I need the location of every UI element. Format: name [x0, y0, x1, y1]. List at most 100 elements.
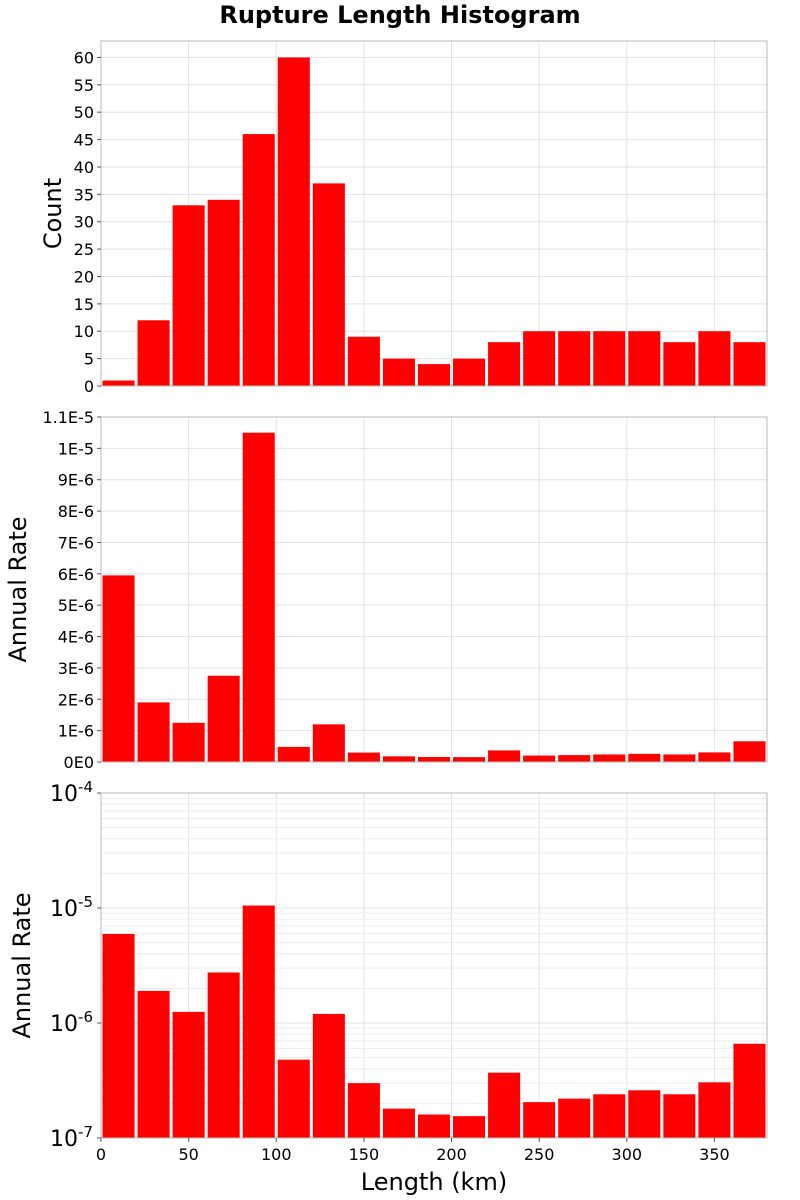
x-tick-label: 0	[96, 1145, 106, 1164]
y-tick-label: 10-4	[50, 778, 93, 807]
bar	[137, 320, 170, 386]
bar	[207, 972, 240, 1138]
bar	[137, 702, 170, 762]
y-tick-label: 10	[74, 322, 94, 341]
y-tick-label: 55	[74, 76, 94, 95]
y-tick-label: 35	[74, 185, 94, 204]
y-tick-label: 1E-6	[58, 722, 94, 741]
y-tick-label: 60	[74, 48, 94, 67]
chart-title: Rupture Length Histogram	[219, 1, 580, 29]
bar	[733, 741, 766, 762]
y-tick-label: 20	[74, 267, 94, 286]
y-axis-label: Count	[39, 178, 67, 249]
bar	[628, 331, 661, 386]
bar	[453, 358, 486, 386]
bar	[523, 755, 556, 762]
bar	[102, 933, 135, 1138]
bar	[347, 1083, 380, 1138]
y-tick-label: 5E-6	[58, 596, 94, 615]
bar	[382, 358, 415, 386]
y-tick-label: 5	[84, 350, 94, 369]
y-tick-label: 0	[84, 377, 94, 396]
bar	[207, 675, 240, 762]
bar	[663, 1094, 696, 1138]
bar	[593, 1094, 626, 1138]
y-tick-label: 50	[74, 103, 94, 122]
bar	[312, 1013, 345, 1138]
bar	[312, 183, 345, 386]
bar	[698, 1082, 731, 1138]
y-tick-label: 45	[74, 131, 94, 150]
bar	[453, 1116, 486, 1138]
y-tick-label: 30	[74, 213, 94, 232]
y-tick-label: 1.1E-5	[42, 408, 94, 427]
bar	[347, 336, 380, 386]
bar	[172, 1011, 205, 1138]
y-tick-label: 1E-5	[58, 439, 94, 458]
x-tick-label: 300	[612, 1145, 643, 1164]
y-tick-label: 7E-6	[58, 533, 94, 552]
plot-frame	[100, 40, 768, 387]
y-tick-label: 9E-6	[58, 471, 94, 490]
panel-1: 0 5 10 15 20 25 30 35 40 45 50 55 60 Count	[39, 40, 768, 396]
bar	[733, 342, 766, 386]
y-tick-label: 25	[74, 240, 94, 259]
bar	[172, 722, 205, 762]
y-tick-label: 40	[74, 158, 94, 177]
bar	[628, 1090, 661, 1138]
y-tick-label: 3E-6	[58, 659, 94, 678]
bar	[242, 432, 275, 762]
y-tick-label: 8E-6	[58, 502, 94, 521]
x-tick-label: 350	[699, 1145, 730, 1164]
bar	[558, 755, 591, 762]
x-axis-label: Length (km)	[361, 1168, 507, 1196]
y-tick-label: 10-6	[50, 1008, 93, 1037]
bar	[417, 364, 451, 386]
y-tick-label: 10-7	[50, 1123, 93, 1152]
y-axis-label: Annual Rate	[8, 892, 36, 1038]
panel-3: 10-4 10-5 10-6 10-7 Annual Rate 0 50 100 150 200 2…	[8, 778, 768, 1164]
bar	[242, 134, 275, 386]
bar	[453, 757, 486, 762]
y-tick-label: 15	[74, 295, 94, 314]
y-tick-label: 2E-6	[58, 690, 94, 709]
bar	[523, 1102, 556, 1138]
bar	[558, 331, 591, 386]
x-tick-label: 250	[524, 1145, 555, 1164]
bar	[382, 756, 415, 762]
panel-2: 0E0 1E-6 2E-6 3E-6 4E-6 5E-6 6E-6 7E-6 8E-6 9E-6 1…	[4, 408, 768, 772]
bar	[663, 754, 696, 762]
bar	[277, 57, 310, 387]
bar	[417, 756, 451, 762]
bar	[277, 1059, 310, 1138]
bar	[102, 380, 135, 386]
x-tick-label: 100	[261, 1145, 292, 1164]
bar	[593, 754, 626, 762]
bar	[488, 342, 521, 386]
bar	[347, 752, 380, 762]
bar	[242, 905, 275, 1138]
bar	[382, 1108, 415, 1138]
bar	[277, 746, 310, 762]
bar	[137, 990, 170, 1138]
x-tick-label: 200	[436, 1145, 467, 1164]
y-tick-label: 6E-6	[58, 565, 94, 584]
bar	[172, 205, 205, 386]
bar	[523, 331, 556, 386]
bar	[593, 331, 626, 386]
x-tick-label: 150	[349, 1145, 380, 1164]
bar	[488, 1072, 521, 1138]
panels: 0 5 10 15 20 25 30 35 40 45 50 55 60 Count 0E0 1E-6 2E-6…	[4, 40, 768, 1164]
y-tick-label: 4E-6	[58, 628, 94, 647]
plot-frame	[100, 416, 768, 763]
y-tick-label: 0E0	[64, 753, 94, 772]
bar	[488, 750, 521, 762]
y-tick-label: 10-5	[50, 893, 93, 922]
bar	[663, 342, 696, 386]
bar	[698, 331, 731, 386]
bar	[417, 1114, 451, 1138]
bar	[733, 1043, 766, 1138]
plot-frame	[100, 792, 768, 1139]
bar	[558, 1098, 591, 1138]
